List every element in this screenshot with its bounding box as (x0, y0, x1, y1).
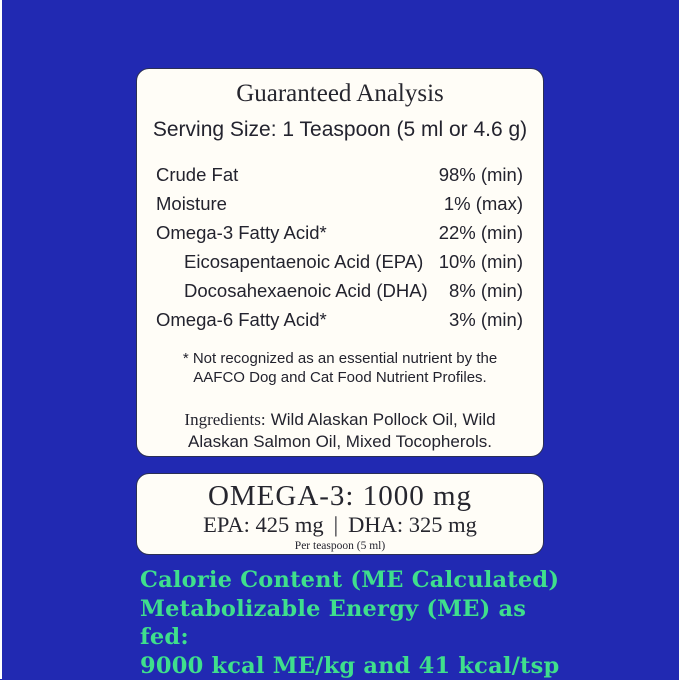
analysis-row-label: Eicosapentaenoic Acid (EPA) (156, 247, 423, 276)
analysis-row-value: 22% (min) (439, 218, 523, 247)
separator-bar: | (334, 512, 339, 537)
analysis-table: Crude Fat 98% (min) Moisture 1% (max) Om… (137, 160, 543, 334)
calorie-content: Calorie Content (ME Calculated) Metaboli… (140, 566, 580, 680)
analysis-row-label: Crude Fat (156, 160, 238, 189)
guaranteed-analysis-card: Guaranteed Analysis Serving Size: 1 Teas… (136, 68, 544, 457)
calorie-content-line1: Calorie Content (ME Calculated) (140, 566, 580, 595)
analysis-row-label: Docosahexaenoic Acid (DHA) (156, 276, 428, 305)
analysis-row-omega3: Omega-3 Fatty Acid* 22% (min) (156, 218, 523, 247)
analysis-row-label: Omega-3 Fatty Acid* (156, 218, 327, 247)
analysis-row-value: 98% (min) (439, 160, 523, 189)
analysis-row-label: Omega-6 Fatty Acid* (156, 305, 327, 334)
analysis-row-value: 1% (max) (444, 189, 523, 218)
ingredients: Ingredients:Wild Alaskan Pollock Oil, Wi… (163, 409, 518, 452)
calorie-content-line2: Metabolizable Energy (ME) as fed: (140, 595, 580, 652)
left-edge-strip (0, 0, 2, 679)
analysis-row-label: Moisture (156, 189, 227, 218)
aafco-footnote-line1: * Not recognized as an essential nutrien… (137, 349, 543, 368)
dha-amount: DHA: 325 mg (348, 512, 477, 537)
serving-size: Serving Size: 1 Teaspoon (5 ml or 4.6 g) (137, 116, 543, 143)
aafco-footnote-line2: AAFCO Dog and Cat Food Nutrient Profiles… (137, 368, 543, 387)
analysis-row-dha: Docosahexaenoic Acid (DHA) 8% (min) (156, 276, 523, 305)
calorie-content-line3: 9000 kcal ME/kg and 41 kcal/tsp (140, 652, 580, 680)
analysis-row-epa: Eicosapentaenoic Acid (EPA) 10% (min) (156, 247, 523, 276)
analysis-row-omega6: Omega-6 Fatty Acid* 3% (min) (156, 305, 523, 334)
analysis-row-value: 10% (min) (439, 247, 523, 276)
omega3-summary-card: OMEGA-3: 1000 mg EPA: 425 mg | DHA: 325 mg… (136, 473, 544, 555)
analysis-row-value: 3% (min) (449, 305, 523, 334)
analysis-row-value: 8% (min) (449, 276, 523, 305)
guaranteed-analysis-title: Guaranteed Analysis (137, 79, 543, 109)
epa-amount: EPA: 425 mg (203, 512, 323, 537)
analysis-row-moisture: Moisture 1% (max) (156, 189, 523, 218)
epa-dha-line: EPA: 425 mg | DHA: 325 mg (137, 512, 543, 538)
analysis-row-crude-fat: Crude Fat 98% (min) (156, 160, 523, 189)
per-teaspoon-note: Per teaspoon (5 ml) (137, 539, 543, 553)
ingredients-label: Ingredients: (184, 410, 265, 429)
omega3-headline: OMEGA-3: 1000 mg (137, 481, 543, 512)
aafco-footnote: * Not recognized as an essential nutrien… (137, 349, 543, 387)
